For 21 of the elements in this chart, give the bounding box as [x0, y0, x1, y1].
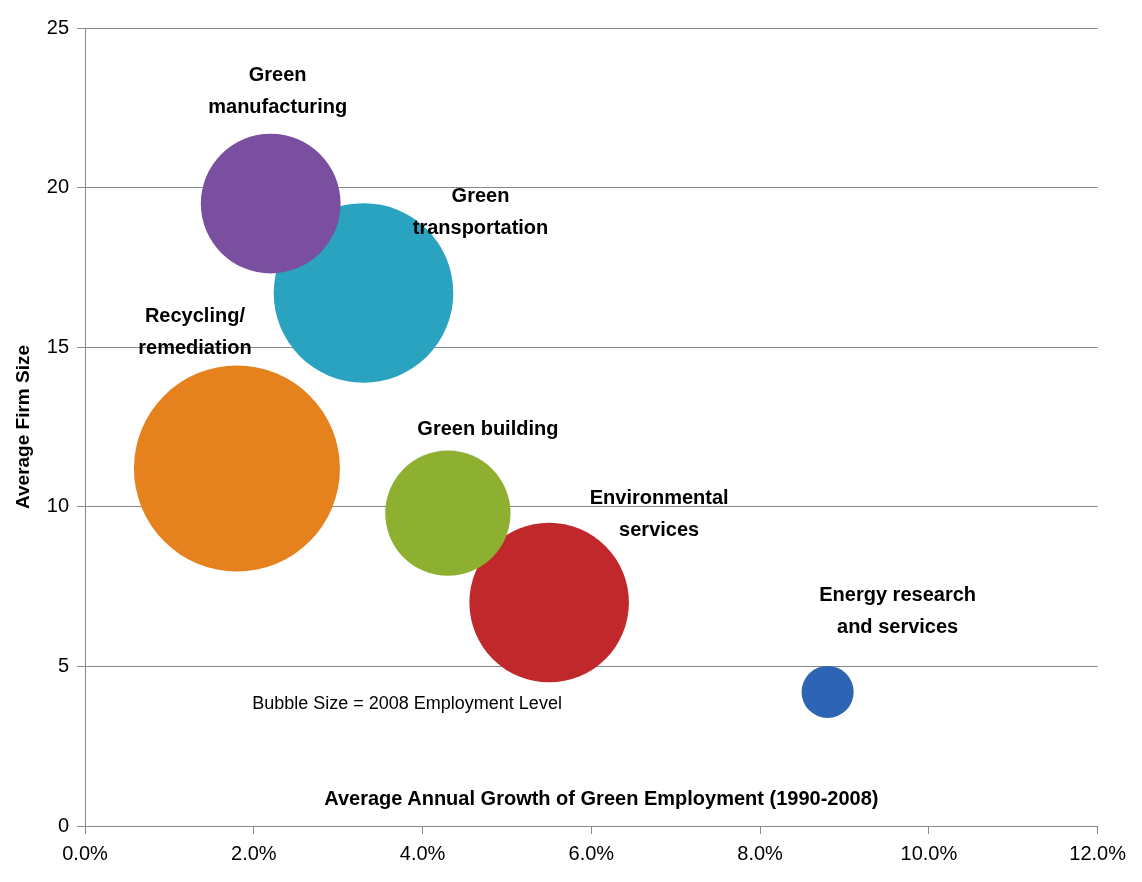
x-tick-label: 6.0%	[568, 841, 615, 864]
x-axis-title: Average Annual Growth of Green Employment (1990-2008)	[324, 786, 879, 809]
series-label: Green manufacturing	[208, 63, 348, 118]
y-tick-label: 20	[46, 175, 70, 198]
series-label: Recycling/remediation	[138, 304, 252, 359]
y-tick-label: 0	[57, 813, 70, 836]
x-tick-label: 4.0%	[399, 841, 446, 864]
x-tick-label: 8.0%	[737, 841, 784, 864]
y-axis-title: Average Firm Size	[11, 344, 33, 510]
x-tick-label: 10.0%	[900, 841, 958, 864]
x-tick-label: 12.0%	[1069, 841, 1127, 864]
series-label: Green building	[417, 416, 559, 439]
y-tick-label: 10	[46, 494, 70, 517]
series-label: Energy research and services	[819, 583, 976, 638]
x-tick-label: 0.0%	[62, 841, 109, 864]
y-tick-label: 25	[46, 15, 70, 38]
annotation: Bubble Size = 2008 Employment Level	[252, 692, 562, 713]
series-label: Environmental services	[589, 486, 729, 541]
y-tick-label: 15	[46, 334, 70, 357]
y-tick-label: 5	[57, 653, 70, 676]
x-tick-label: 2.0%	[231, 841, 277, 864]
